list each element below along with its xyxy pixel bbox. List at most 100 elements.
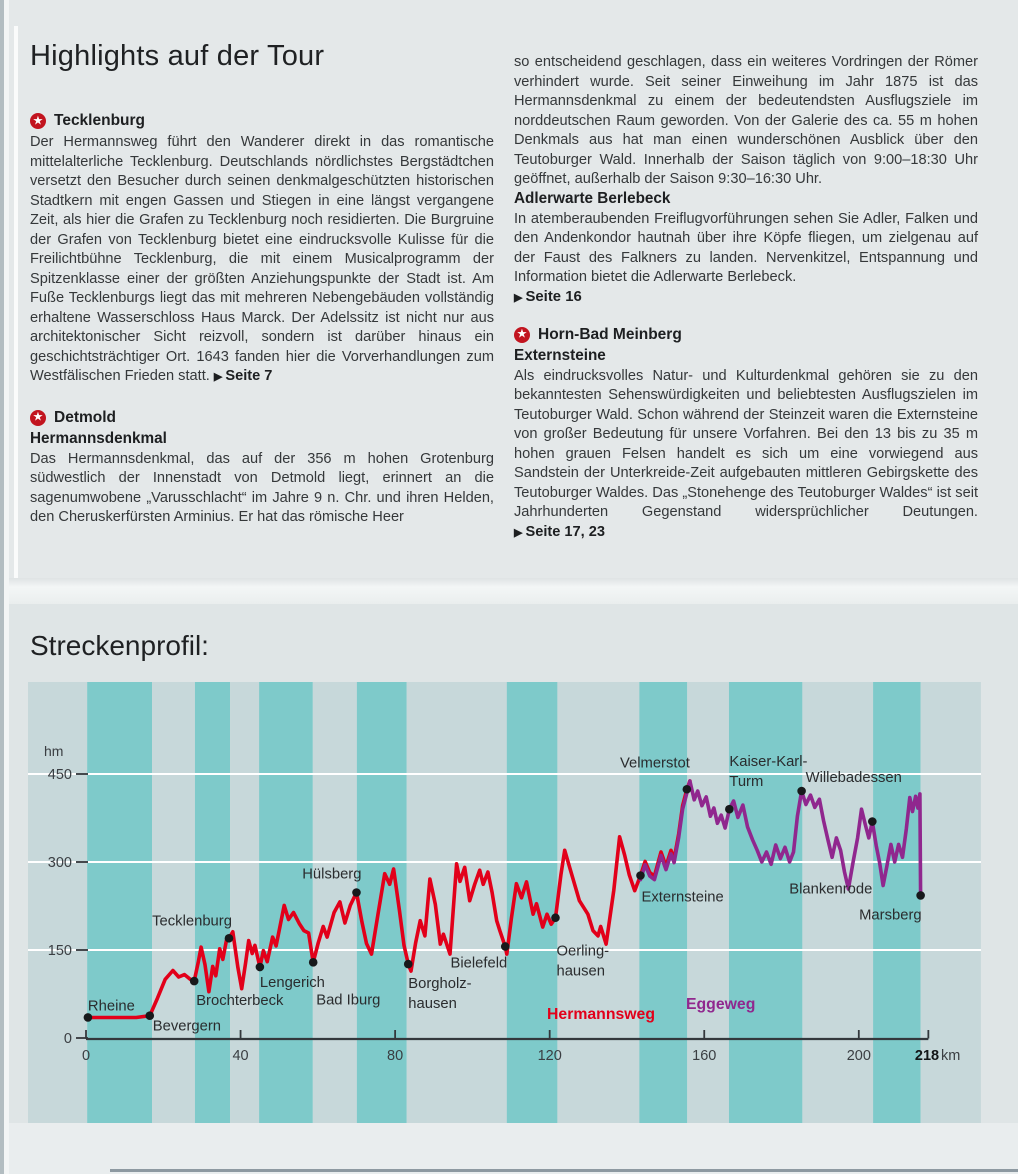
article-adlerwarte: Adlerwarte Berlebeck In atemberaubenden … — [514, 190, 978, 305]
waypoint-label-brochterbeck: Brochterbeck — [196, 993, 284, 1009]
article-subheading: Hermannsdenkmal — [30, 429, 167, 447]
article-subheading: Adlerwarte Berlebeck — [514, 189, 671, 207]
article-heading-label: Tecklenburg — [54, 112, 146, 129]
waypoint-label-kaiser-karl-turm: Kaiser-Karl- — [729, 754, 807, 770]
stage-stripe — [728, 682, 803, 1123]
arrow-right-icon: ▶ — [213, 371, 223, 383]
article-body: Der Hermannsweg führt den Wanderer direk… — [30, 133, 494, 388]
waypoint-label-h-lsberg: Hülsberg — [302, 867, 361, 883]
elevation-profile-chart: 450 300 150 0 hm 0 40 80 120 160 200 218 km Rheine Bev… — [28, 682, 981, 1123]
waypoint-label-oerlinghausen: hausen — [556, 964, 605, 980]
trail-label-hermannsweg: Hermannsweg — [547, 1006, 655, 1023]
waypoint-dot-bielefeld — [500, 942, 510, 951]
stage-stripe — [194, 682, 231, 1123]
waypoint-label-kaiser-karl-turm: Turm — [729, 774, 763, 790]
waypoint-dot-borgholzhausen — [403, 959, 413, 969]
article-body: Das Hermannsdenkmal, das auf der 356 m h… — [30, 450, 494, 526]
waypoint-label-bielefeld: Bielefeld — [450, 955, 507, 971]
waypoint-label-marsberg: Marsberg — [859, 907, 922, 923]
waypoint-label-rheine: Rheine — [88, 998, 135, 1014]
x-tick-label: 120 — [538, 1048, 562, 1064]
waypoint-dot-bevergern — [145, 1011, 155, 1021]
page-fold-bottom — [0, 1123, 1018, 1174]
waypoint-label-borgholzhausen: hausen — [408, 996, 457, 1012]
page-reference: ▶ Seite 7 — [213, 368, 273, 384]
waypoint-dot-brochterbeck — [189, 976, 199, 986]
waypoint-dot-marsberg — [916, 891, 925, 900]
waypoint-dot-tecklenburg — [224, 933, 234, 943]
article-detmold: ★ Detmold Hermannsdenkmal Das Hermannsde… — [30, 409, 494, 528]
stage-stripe — [802, 682, 874, 1123]
article-horn-bad-meinberg: ★ Horn-Bad Meinberg Externsteine Als ein… — [514, 326, 978, 544]
waypoint-dot-oerlinghausen — [551, 913, 560, 923]
waypoint-label-tecklenburg: Tecklenburg — [152, 913, 232, 929]
profile-chart-svg: 450 300 150 0 hm 0 40 80 120 160 200 218 km Rheine Bev… — [28, 682, 981, 1123]
trail-label-eggeweg: Eggeweg — [686, 996, 755, 1013]
article-text: Als eindrucksvolles Natur- und Kulturden… — [514, 367, 978, 521]
waypoint-dot-bad-iburg — [308, 958, 318, 967]
waypoint-label-willebadessen: Willebadessen — [806, 770, 902, 786]
waypoint-label-oerlinghausen: Oerling- — [556, 944, 609, 960]
stage-stripe — [87, 682, 153, 1123]
stage-stripe — [152, 682, 195, 1123]
x-tick-label: 200 — [847, 1048, 871, 1064]
waypoint-dot-h-lsberg — [352, 888, 361, 897]
article-heading: ★ Tecklenburg — [30, 112, 494, 130]
page-left-edge — [0, 0, 4, 1174]
article-body: In atemberaubenden Freiflugvorführungen … — [514, 210, 978, 286]
y-tick-label: 0 — [64, 1031, 72, 1047]
star-icon: ★ — [30, 113, 46, 129]
waypoint-label-bad-iburg: Bad Iburg — [316, 992, 380, 1008]
stage-stripe — [873, 682, 921, 1123]
page-fold-line — [14, 26, 18, 578]
waypoint-dot-kaiser-karl-turm — [725, 804, 734, 814]
profile-section-title: Streckenprofil: — [30, 630, 209, 661]
profile-line-eggeweg — [638, 779, 923, 898]
page-fold-middle — [0, 578, 1018, 604]
x-tick-label: 80 — [387, 1048, 403, 1064]
waypoint-dot-lengerich — [255, 962, 265, 972]
waypoint-dot-velmerstot — [682, 784, 692, 794]
waypoint-dot-blankenrode — [868, 817, 877, 826]
page-bottom-edge — [110, 1169, 1018, 1172]
page-reference: ▶ Seite 16 — [514, 288, 582, 305]
article-heading-label: Detmold — [54, 408, 116, 426]
star-icon: ★ — [30, 409, 46, 426]
article-body: so entscheidend geschlagen, dass ein wei… — [514, 54, 978, 187]
y-tick-label: 450 — [48, 767, 72, 783]
text-column-left: ★ Tecklenburg Der Hermannsweg führt den … — [30, 112, 494, 549]
article-subheading: Externsteine — [514, 346, 606, 364]
x-tick-label: 0 — [82, 1048, 90, 1064]
article-heading-label: Horn-Bad Meinberg — [538, 325, 682, 343]
x-tick-label: 218 — [915, 1048, 939, 1064]
stage-stripe — [259, 682, 313, 1123]
unit-label-hm: hm — [44, 743, 63, 759]
top-section-background — [0, 0, 1018, 582]
waypoint-label-externsteine: Externsteine — [641, 889, 723, 905]
arrow-right-icon: ▶ — [514, 291, 523, 304]
stage-stripe — [312, 682, 357, 1123]
waypoint-label-lengerich: Lengerich — [260, 975, 325, 991]
text-column-right: so entscheidend geschlagen, dass ein wei… — [514, 53, 978, 564]
stage-stripe — [920, 682, 981, 1123]
article-text: Der Hermannsweg führt den Wanderer direk… — [30, 134, 494, 384]
page-left-edge-highlight — [4, 0, 9, 1174]
article-hermannsdenkmal-continued: so entscheidend geschlagen, dass ein wei… — [514, 53, 978, 190]
stage-stripe — [687, 682, 729, 1123]
y-tick-label: 300 — [48, 855, 72, 871]
page-title: Highlights auf der Tour — [30, 40, 325, 72]
stage-stripe — [639, 682, 688, 1123]
waypoint-label-borgholzhausen: Borgholz- — [408, 976, 471, 992]
x-tick-label: 40 — [232, 1048, 248, 1064]
article-body: Als eindrucksvolles Natur- und Kulturden… — [514, 367, 978, 544]
stage-stripe — [557, 682, 640, 1123]
waypoint-dot-willebadessen — [797, 786, 806, 796]
article-tecklenburg: ★ Tecklenburg Der Hermannsweg führt den … — [30, 112, 494, 388]
x-tick-label: 160 — [692, 1048, 716, 1064]
waypoint-dot-rheine — [83, 1013, 93, 1022]
article-heading: ★ Horn-Bad Meinberg — [514, 326, 978, 344]
article-heading: ★ Detmold — [30, 409, 494, 427]
waypoint-label-velmerstot: Velmerstot — [620, 755, 690, 771]
stage-stripe — [28, 682, 88, 1123]
